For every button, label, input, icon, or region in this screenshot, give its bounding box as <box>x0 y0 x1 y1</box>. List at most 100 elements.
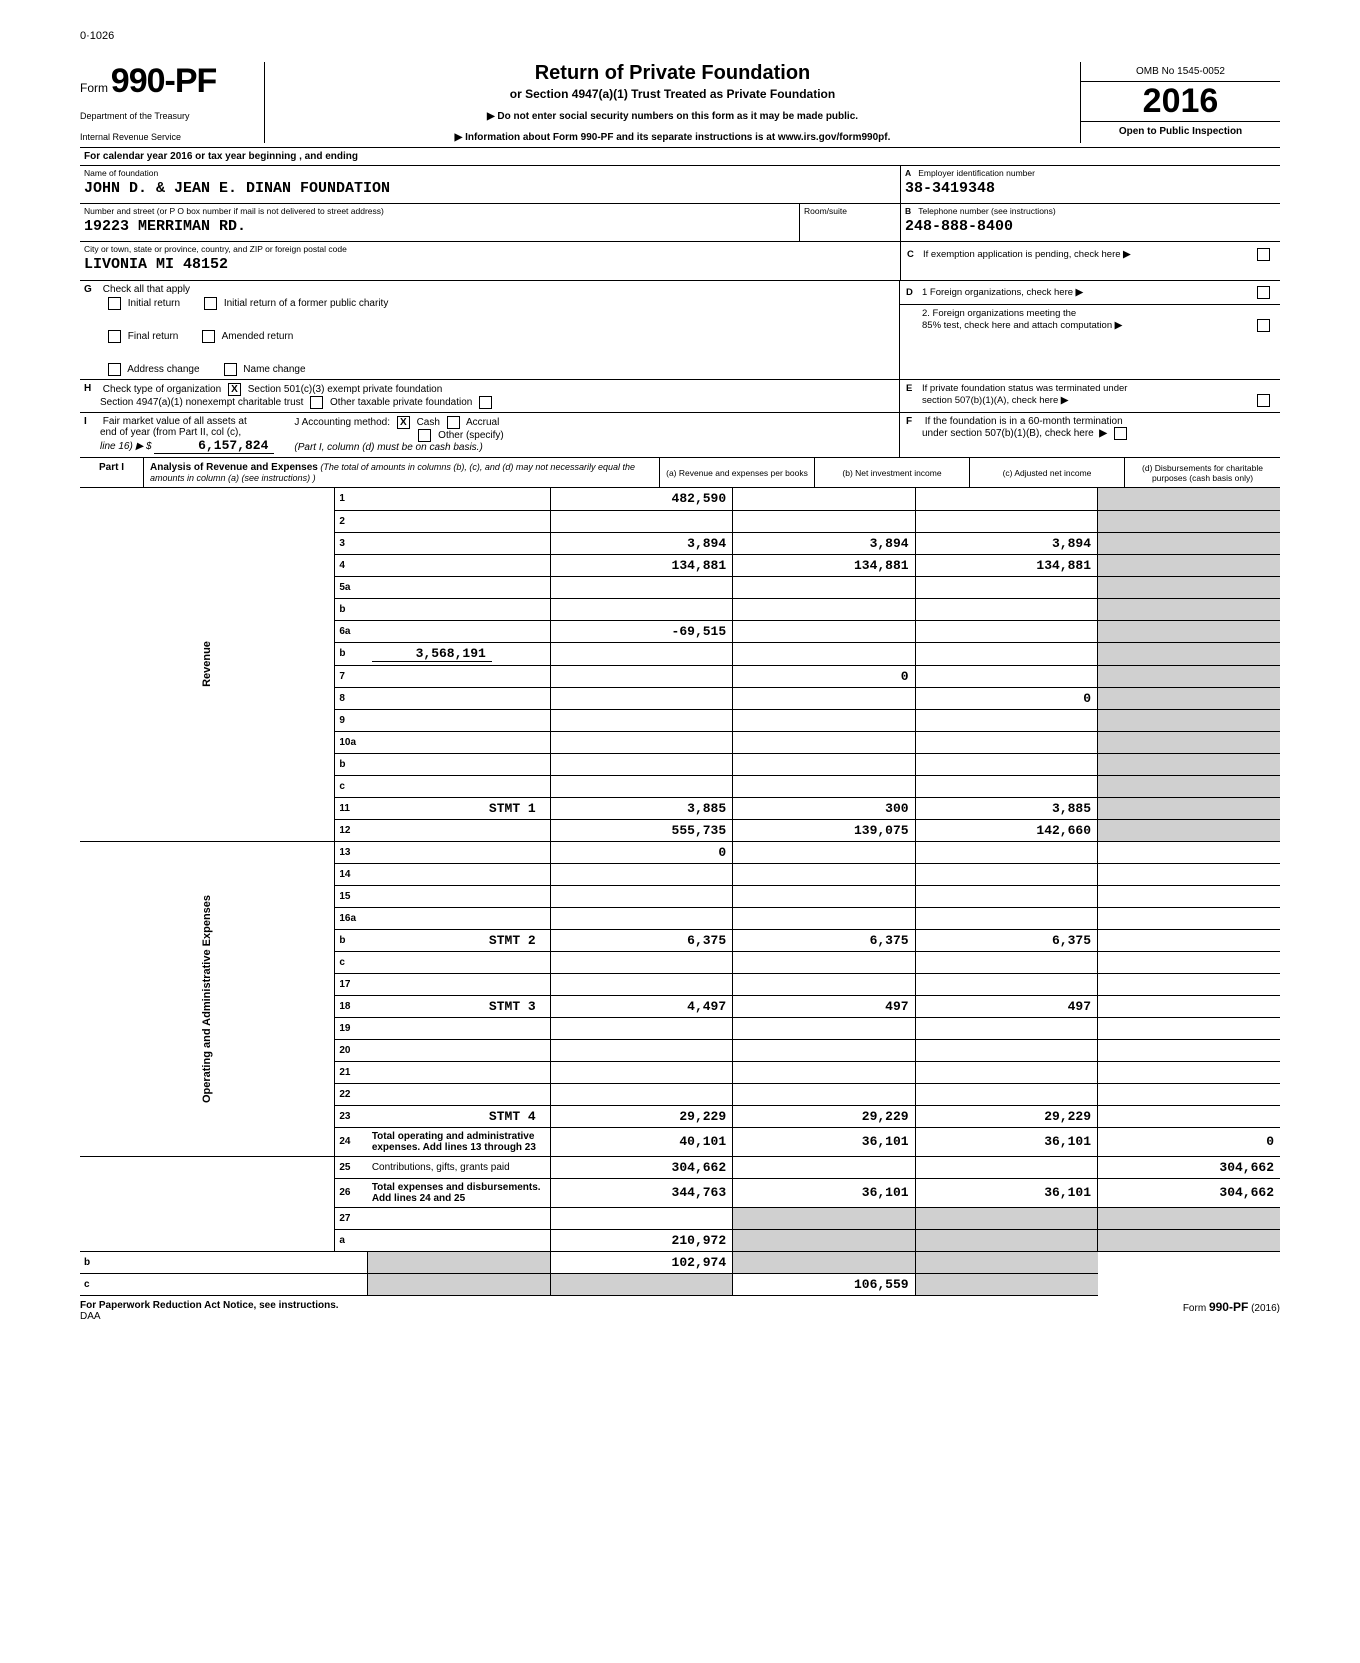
d2: 2. Foreign organizations meeting the 85%… <box>900 305 1280 335</box>
city-state-zip: LIVONIA MI 48152 <box>84 256 896 273</box>
amount-col-b <box>550 1273 732 1295</box>
line-description <box>335 1273 368 1295</box>
cash-checkbox[interactable]: X <box>397 416 410 429</box>
amount-col-d <box>1098 731 1281 753</box>
amount-col-c <box>915 731 1097 753</box>
amount-col-d <box>1098 709 1281 731</box>
exemption-pending-checkbox[interactable] <box>1257 248 1270 261</box>
roomsuite-row: Room/suite <box>800 204 900 242</box>
phone-value: 248-888-8400 <box>905 218 1276 235</box>
line-description <box>368 1017 550 1039</box>
4947a1-checkbox[interactable] <box>310 396 323 409</box>
address-change-checkbox[interactable] <box>108 363 121 376</box>
amount-col-c: 6,375 <box>915 929 1097 951</box>
initial-return-checkbox[interactable] <box>108 297 121 310</box>
part1-desc: Analysis of Revenue and Expenses (The to… <box>144 458 660 487</box>
other-taxable-checkbox[interactable] <box>479 396 492 409</box>
amount-col-c <box>915 665 1097 687</box>
amount-col-c <box>915 973 1097 995</box>
status-terminated-checkbox[interactable] <box>1257 394 1270 407</box>
amount-col-b: 36,101 <box>733 1178 915 1207</box>
amount-col-d <box>1098 510 1281 532</box>
line-description: Contributions, gifts, grants paid <box>368 1156 550 1178</box>
amount-col-c: 3,885 <box>915 797 1097 819</box>
name-change-checkbox[interactable] <box>224 363 237 376</box>
operating-side-label: Operating and Administrative Expenses <box>80 841 335 1156</box>
phone-row: B Telephone number (see instructions) 24… <box>901 204 1280 242</box>
identity-left: Name of foundation JOHN D. & JEAN E. DIN… <box>80 166 900 280</box>
line-description <box>368 973 550 995</box>
line-number: 9 <box>335 709 368 731</box>
amount-col-a: 6,375 <box>550 929 732 951</box>
amount-col-b <box>733 1061 915 1083</box>
amount-col-d <box>1098 885 1281 907</box>
amount-col-a: 344,763 <box>550 1178 732 1207</box>
ein-label: A Employer identification number <box>905 168 1276 178</box>
line-description <box>368 863 550 885</box>
line-number: b <box>335 929 368 951</box>
name-label: Name of foundation <box>84 168 896 178</box>
line-description <box>368 620 550 642</box>
amount-col-d <box>1098 863 1281 885</box>
amount-col-b <box>733 907 915 929</box>
amount-col-d: 304,662 <box>1098 1178 1281 1207</box>
line-number: 6a <box>335 620 368 642</box>
table-row: 25Contributions, gifts, grants paid304,6… <box>80 1156 1280 1178</box>
initial-return-charity-checkbox[interactable] <box>204 297 217 310</box>
amount-col-d <box>1098 819 1281 841</box>
amount-col-a <box>550 510 732 532</box>
amount-col-b: 102,974 <box>550 1251 732 1273</box>
line-number: a <box>335 1229 368 1251</box>
amount-col-d <box>1098 753 1281 775</box>
amount-col-b <box>733 1207 915 1229</box>
60month-checkbox[interactable] <box>1114 427 1127 440</box>
final-return-checkbox[interactable] <box>108 330 121 343</box>
amount-col-b: 0 <box>733 665 915 687</box>
line-number: c <box>335 775 368 797</box>
line-number: b <box>335 642 368 665</box>
amount-col-b <box>733 951 915 973</box>
amount-col-b: 36,101 <box>733 1127 915 1156</box>
section-h-e: H Check type of organization X Section 5… <box>80 380 1280 413</box>
table-row: c106,559 <box>80 1273 1280 1295</box>
accrual-checkbox[interactable] <box>447 416 460 429</box>
amount-col-c <box>733 1251 915 1273</box>
instr-2: Information about Form 990-PF and its se… <box>275 132 1070 143</box>
amount-col-d <box>1098 907 1281 929</box>
amount-col-b <box>733 642 915 665</box>
amount-col-b <box>733 488 915 510</box>
501c3-checkbox[interactable]: X <box>228 383 241 396</box>
85pct-test-checkbox[interactable] <box>1257 319 1270 332</box>
line-number: 20 <box>335 1039 368 1061</box>
amount-col-c <box>915 1061 1097 1083</box>
line-number: b <box>335 598 368 620</box>
section-f: F If the foundation is in a 60-month ter… <box>900 413 1280 457</box>
amount-col-a: 482,590 <box>550 488 732 510</box>
line-number: 1 <box>335 488 368 510</box>
amount-col-a <box>550 709 732 731</box>
form-word: Form <box>80 81 108 95</box>
amount-col-a <box>550 863 732 885</box>
line-number: 8 <box>335 687 368 709</box>
foreign-org-checkbox[interactable] <box>1257 286 1270 299</box>
line-description <box>368 951 550 973</box>
amount-col-d <box>1098 1017 1281 1039</box>
street-address: 19223 MERRIMAN RD. <box>84 218 795 235</box>
amount-col-c <box>915 1156 1097 1178</box>
amount-col-d <box>1098 620 1281 642</box>
footer-left: For Paperwork Reduction Act Notice, see … <box>80 1300 339 1322</box>
line-number: 15 <box>335 885 368 907</box>
amount-col-a <box>550 1061 732 1083</box>
amount-col-d <box>1098 1105 1281 1127</box>
amount-col-c <box>915 510 1097 532</box>
amended-return-checkbox[interactable] <box>202 330 215 343</box>
line-description: STMT 4 <box>368 1105 550 1127</box>
inline-amount: 3,568,191 <box>372 646 492 662</box>
amount-col-d <box>1098 687 1281 709</box>
amount-col-b <box>733 973 915 995</box>
line-number: b <box>80 1251 335 1273</box>
amount-col-a <box>550 775 732 797</box>
other-method-checkbox[interactable] <box>418 429 431 442</box>
line27-side <box>80 1156 335 1251</box>
city-label: City or town, state or province, country… <box>84 244 896 254</box>
